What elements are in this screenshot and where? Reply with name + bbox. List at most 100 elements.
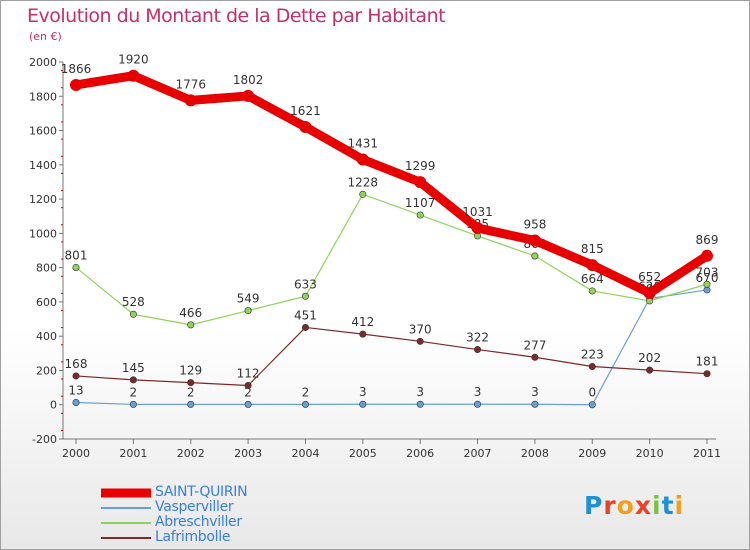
data-point [129, 400, 137, 408]
legend-swatch [101, 536, 151, 539]
data-label: 652 [638, 270, 661, 284]
chart-subtitle: (en €) [29, 30, 62, 43]
x-tick-label: 2004 [291, 447, 319, 460]
x-tick-label: 2006 [406, 447, 434, 460]
data-label: 1621 [290, 104, 321, 118]
y-tick-label: 0 [50, 399, 57, 412]
data-label: 670 [696, 271, 719, 285]
data-label: 1431 [348, 137, 379, 151]
data-label: 181 [696, 355, 719, 369]
data-label: 1107 [405, 196, 436, 210]
data-label: 370 [409, 322, 432, 336]
data-point [356, 153, 369, 166]
data-label: 703 [696, 265, 719, 279]
data-point [588, 287, 596, 295]
data-point [244, 382, 252, 390]
data-point [70, 78, 82, 91]
data-point [643, 286, 656, 299]
legend-swatch [101, 506, 151, 509]
chart-title: Evolution du Montant de la Dette par Hab… [27, 5, 446, 27]
chart-legend: SAINT-QUIRIN Vasperviller Abreschviller Laf… [101, 484, 401, 545]
legend-label: Abreschviller [155, 514, 242, 530]
y-tick-label: 800 [36, 262, 57, 275]
data-point [531, 252, 539, 260]
data-label: 815 [581, 242, 604, 256]
data-point [474, 346, 482, 354]
data-label: 1776 [175, 77, 206, 91]
data-point [359, 400, 367, 408]
data-point [703, 370, 711, 378]
data-label: 168 [65, 357, 88, 371]
legend-swatch [101, 488, 151, 497]
data-label: 112 [237, 367, 260, 381]
legend-label: Lafrimbolle [155, 529, 231, 545]
x-tick-label: 2005 [349, 447, 377, 460]
x-tick-label: 2000 [62, 447, 90, 460]
y-tick-label: 1400 [29, 159, 57, 172]
logo-letter: i [652, 491, 662, 520]
data-label: 145 [122, 361, 145, 375]
data-point [703, 280, 711, 288]
y-tick-label: -200 [32, 433, 57, 446]
data-label: 2 [187, 385, 195, 399]
data-point [187, 321, 195, 329]
x-tick-label: 2008 [521, 447, 549, 460]
y-tick-label: 1600 [29, 125, 57, 138]
data-point [701, 249, 713, 262]
data-label: 3 [474, 385, 482, 399]
data-point [416, 337, 424, 345]
logo-letter: t [661, 491, 675, 520]
data-label: 633 [294, 277, 317, 291]
legend-item: Abreschviller [101, 514, 401, 530]
logo-letter: P [584, 491, 604, 520]
data-label: 1920 [118, 53, 149, 67]
y-tick-label: 2000 [29, 56, 57, 69]
x-tick-label: 2011 [693, 447, 721, 460]
data-point [242, 89, 255, 102]
y-tick-label: 1200 [29, 193, 57, 206]
data-label: 412 [351, 315, 374, 329]
logo-letter: r [603, 491, 617, 520]
data-label: 3 [359, 385, 367, 399]
data-label: 528 [122, 295, 145, 309]
y-tick-label: 200 [36, 364, 57, 377]
data-point [414, 176, 427, 189]
data-point [129, 376, 137, 384]
y-tick-label: 1800 [29, 90, 57, 103]
data-label: 1228 [348, 175, 379, 189]
data-point [528, 234, 541, 247]
x-tick-label: 2003 [234, 447, 262, 460]
y-tick-label: 600 [36, 296, 57, 309]
data-label: 277 [523, 338, 546, 352]
data-label: 466 [179, 306, 202, 320]
x-tick-label: 2001 [119, 447, 147, 460]
data-label: 2 [302, 385, 310, 399]
data-point [588, 401, 596, 409]
x-tick-label: 2002 [177, 447, 205, 460]
data-point [301, 292, 309, 300]
data-point [244, 307, 252, 315]
data-point [129, 310, 137, 318]
legend-item: Lafrimbolle [101, 529, 401, 545]
data-label: 549 [237, 292, 260, 306]
data-label: 451 [294, 308, 317, 322]
data-point [416, 211, 424, 219]
data-label: 2 [244, 385, 252, 399]
data-label: 223 [581, 348, 604, 362]
proxiti-logo: Proxiti [584, 491, 684, 520]
x-tick-label: 2007 [464, 447, 492, 460]
legend-swatch [101, 521, 151, 524]
data-point [531, 353, 539, 361]
legend-label: SAINT-QUIRIN [155, 484, 248, 500]
data-label: 202 [638, 351, 661, 365]
data-point [588, 363, 596, 371]
data-label: 1031 [462, 205, 493, 219]
logo-letter: o [616, 491, 635, 520]
x-tick-label: 2009 [578, 447, 606, 460]
legend-item: Vasperviller [101, 499, 401, 515]
series-line-lafrimbolle [75, 326, 708, 387]
data-label: 664 [581, 272, 604, 286]
data-point [301, 323, 309, 331]
data-point [244, 400, 252, 408]
